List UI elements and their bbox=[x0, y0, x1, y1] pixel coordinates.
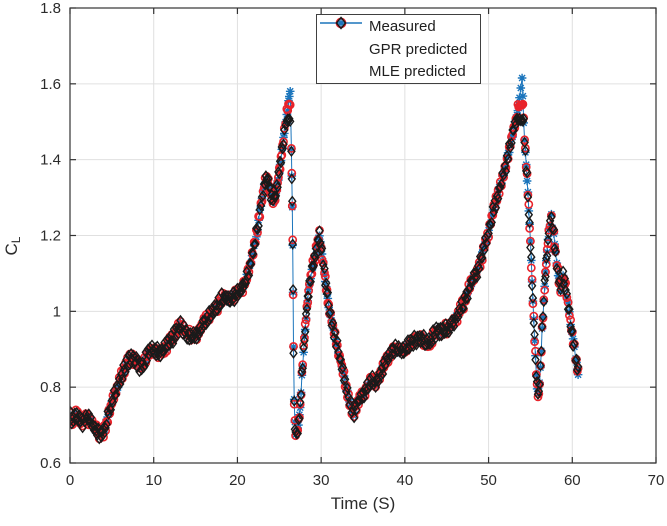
x-tick-label: 30 bbox=[313, 472, 330, 489]
legend-item-mle-predicted: MLE predicted bbox=[317, 16, 480, 83]
x-tick-label: 10 bbox=[145, 472, 162, 489]
legend-label-measured: Measured bbox=[369, 18, 436, 35]
y-tick-label: 1.8 bbox=[40, 0, 61, 17]
y-axis-label-subscript: L bbox=[9, 236, 23, 243]
legend-item-gpr-predicted: GPR predicted bbox=[317, 17, 480, 60]
tick-marks bbox=[69, 7, 657, 464]
y-tick-label: 1.4 bbox=[40, 152, 61, 169]
legend: Measured GPR predicted MLE predicted bbox=[316, 14, 481, 84]
tick-labels: 0 10 20 30 40 50 60 70 0.6 0.8 1 1.2 1.4 1.6 1.8 bbox=[40, 0, 664, 489]
legend-item-measured: Measured bbox=[317, 16, 480, 38]
x-tick-label: 70 bbox=[648, 472, 665, 489]
legend-label-gpr-predicted: GPR predicted bbox=[369, 40, 468, 58]
y-axis-label-main: C bbox=[2, 243, 21, 255]
y-tick-label: 1 bbox=[53, 303, 61, 320]
legend-label-mle-predicted: MLE predicted bbox=[369, 63, 466, 80]
x-tick-label: 0 bbox=[66, 472, 74, 489]
y-tick-label: 0.6 bbox=[40, 455, 61, 472]
x-tick-label: 60 bbox=[564, 472, 581, 489]
y-axis-label: CL bbox=[2, 236, 23, 255]
x-tick-label: 40 bbox=[397, 472, 414, 489]
x-tick-label: 50 bbox=[480, 472, 497, 489]
data-series bbox=[70, 73, 583, 445]
y-tick-label: 1.2 bbox=[40, 228, 61, 245]
y-tick-label: 1.6 bbox=[40, 76, 61, 93]
mle-series bbox=[70, 112, 583, 445]
y-tick-label: 0.8 bbox=[40, 379, 61, 396]
x-tick-label: 20 bbox=[229, 472, 246, 489]
x-axis-label: Time (S) bbox=[331, 494, 396, 513]
